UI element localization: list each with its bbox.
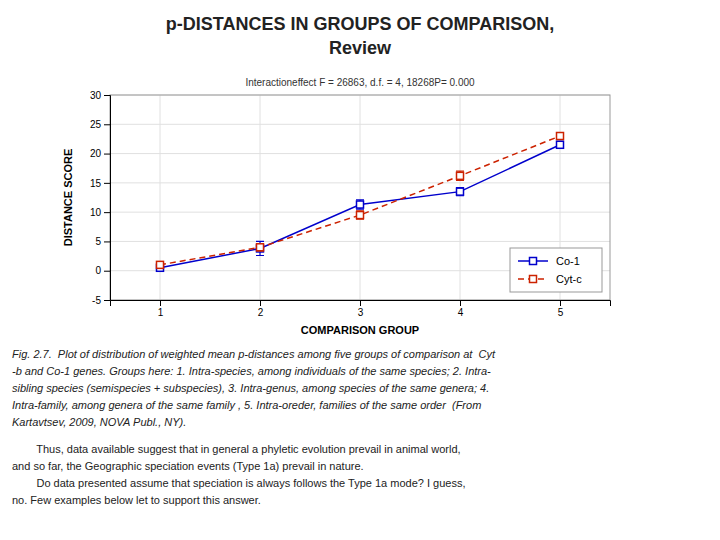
tick: 15	[90, 178, 110, 189]
tick-label: 20	[90, 148, 102, 159]
grid	[110, 95, 610, 300]
grid-line	[460, 95, 461, 300]
series	[156, 132, 564, 268]
caption: Kartavtsev, 2009, NOVA Publ., NY).	[12, 416, 186, 428]
tick-label: 4	[458, 307, 464, 318]
y-axis-title: DISTANCE SCORE	[62, 149, 74, 247]
tick-mark	[160, 300, 161, 306]
plot-frame	[110, 95, 610, 300]
error-bar	[556, 141, 564, 148]
error-bar	[256, 241, 264, 255]
point	[557, 141, 564, 148]
body-text: Thus, data available suggest that in gen…	[12, 443, 461, 455]
tick: 5	[95, 236, 110, 247]
tick-label: 30	[90, 90, 102, 101]
tick-label: 10	[90, 207, 102, 218]
marks	[156, 132, 564, 271]
body-text: no. Few examples below let to support th…	[12, 494, 261, 506]
tick: 25	[90, 119, 110, 130]
tick-mark	[104, 95, 110, 96]
x-axis-title: COMPARISON GROUP	[301, 324, 419, 336]
legend-item: Cyt-c	[518, 273, 582, 285]
tick-mark	[104, 212, 110, 213]
chart: p-DISTANCES IN GROUPS OF COMPARISON, Revi…	[0, 0, 720, 540]
grid-line	[360, 95, 361, 300]
tick-mark	[460, 300, 461, 306]
point	[257, 244, 264, 251]
axis-domain	[111, 301, 611, 307]
tick-label: 15	[90, 178, 102, 189]
legend-marker	[530, 276, 537, 283]
legend: Co-1 Cyt-c	[510, 248, 602, 292]
grid-line	[260, 95, 261, 300]
body-text: Do data presented assume that speciation…	[12, 477, 466, 489]
point	[457, 172, 464, 179]
error-bar	[456, 188, 464, 196]
series	[156, 141, 564, 271]
error-bar	[256, 244, 264, 251]
legend-box	[510, 248, 602, 292]
tick-mark	[104, 241, 110, 242]
point	[457, 188, 464, 195]
legend-label: Cyt-c	[556, 273, 582, 285]
error-bar	[556, 132, 564, 139]
tick: 10	[90, 207, 110, 218]
tick-label: 25	[90, 119, 102, 130]
error-bar	[356, 200, 364, 209]
point	[357, 201, 364, 208]
series-line	[160, 145, 560, 268]
tick-label: 5	[558, 307, 564, 318]
tick: 3	[358, 300, 364, 318]
tick-label: 1	[158, 307, 164, 318]
tick: 2	[258, 300, 264, 318]
point	[157, 261, 164, 268]
axis: 1 2 3 4 5	[111, 300, 611, 318]
tick-mark	[104, 183, 110, 184]
legend-label: Co-1	[556, 255, 580, 267]
tick-mark	[104, 154, 110, 155]
tick: 5	[558, 300, 564, 318]
tick-mark	[104, 124, 110, 125]
grid-line	[110, 124, 610, 125]
title: p-DISTANCES IN GROUPS OF COMPARISON,	[166, 14, 554, 34]
tick-mark	[104, 271, 110, 272]
tick-label: 2	[258, 307, 264, 318]
grid-line	[110, 182, 610, 183]
tick-label: 0	[95, 265, 101, 276]
legend-item: Co-1	[518, 255, 580, 267]
point	[357, 212, 364, 219]
tick: 0	[95, 265, 110, 276]
grid-line	[110, 241, 610, 242]
body-text: and so far, the Geographic speciation ev…	[12, 460, 364, 472]
point	[557, 133, 564, 140]
tick-mark	[360, 300, 361, 306]
caption: Intra-family, among genera of the same f…	[12, 399, 481, 411]
subtitle: Review	[329, 38, 392, 58]
tick: 30	[90, 90, 110, 101]
caption: -b and Co-1 genes. Groups here: 1. Intra…	[12, 365, 491, 377]
annotation: Interactioneffect F = 26863, d.f. = 4, 1…	[245, 77, 475, 88]
legend-marker	[530, 258, 537, 265]
tick-mark	[260, 300, 261, 306]
grid-line	[110, 153, 610, 154]
tick-label: -5	[92, 295, 101, 306]
caption: sibling species (semispecies + subspecie…	[12, 382, 489, 394]
tick: 1	[158, 300, 164, 318]
tick-label: 5	[95, 236, 101, 247]
tick: -5	[92, 295, 110, 306]
tick: 4	[458, 300, 464, 318]
error-bar	[356, 211, 364, 219]
tick-mark	[104, 300, 110, 301]
series-line	[160, 136, 560, 265]
tick-label: 3	[358, 307, 364, 318]
tick: 20	[90, 148, 110, 159]
tick-mark	[560, 300, 561, 306]
axis: -5 0 5 10 15 20 25 30	[90, 90, 111, 306]
error-bar	[456, 171, 464, 180]
axis-domain	[104, 96, 111, 301]
caption: Fig. 2.7. Plot of distribution of weight…	[12, 348, 496, 360]
